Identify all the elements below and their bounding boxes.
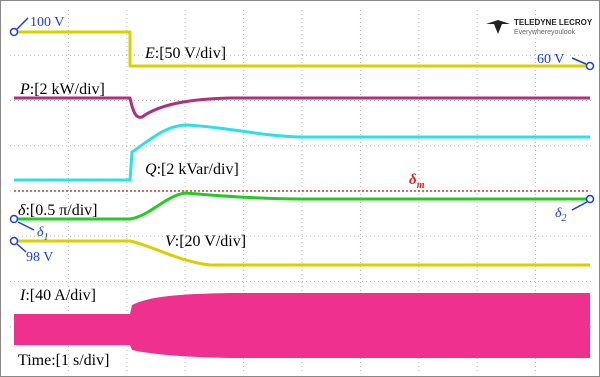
v-label: V:[20 V/div]: [165, 233, 246, 250]
logo-brand: TELEDYNE LECROY: [514, 18, 593, 27]
scope-screen: 100 V 60 V 98 V E:[50 V/div] P:[2 kW/div…: [0, 0, 600, 377]
e-start-label: 100 V: [30, 15, 64, 30]
marker: [587, 63, 594, 70]
marker: [11, 216, 18, 223]
p-label: P:[2 kW/div]: [19, 81, 105, 98]
delta-label: δ:[0.5 π/div]: [18, 202, 98, 219]
time-label: Time:[1 s/div]: [18, 352, 109, 369]
marker: [11, 29, 18, 36]
v-start-label: 98 V: [26, 250, 53, 265]
q-label: Q:[2 kVar/div]: [145, 161, 239, 178]
e-label: E:[50 V/div]: [144, 45, 226, 62]
e-end-label: 60 V: [537, 52, 564, 67]
marker: [11, 238, 18, 245]
marker: [587, 196, 594, 203]
logo-tagline: Everywhereyoulook: [514, 29, 576, 36]
i-label: I:[40 A/div]: [19, 287, 96, 304]
